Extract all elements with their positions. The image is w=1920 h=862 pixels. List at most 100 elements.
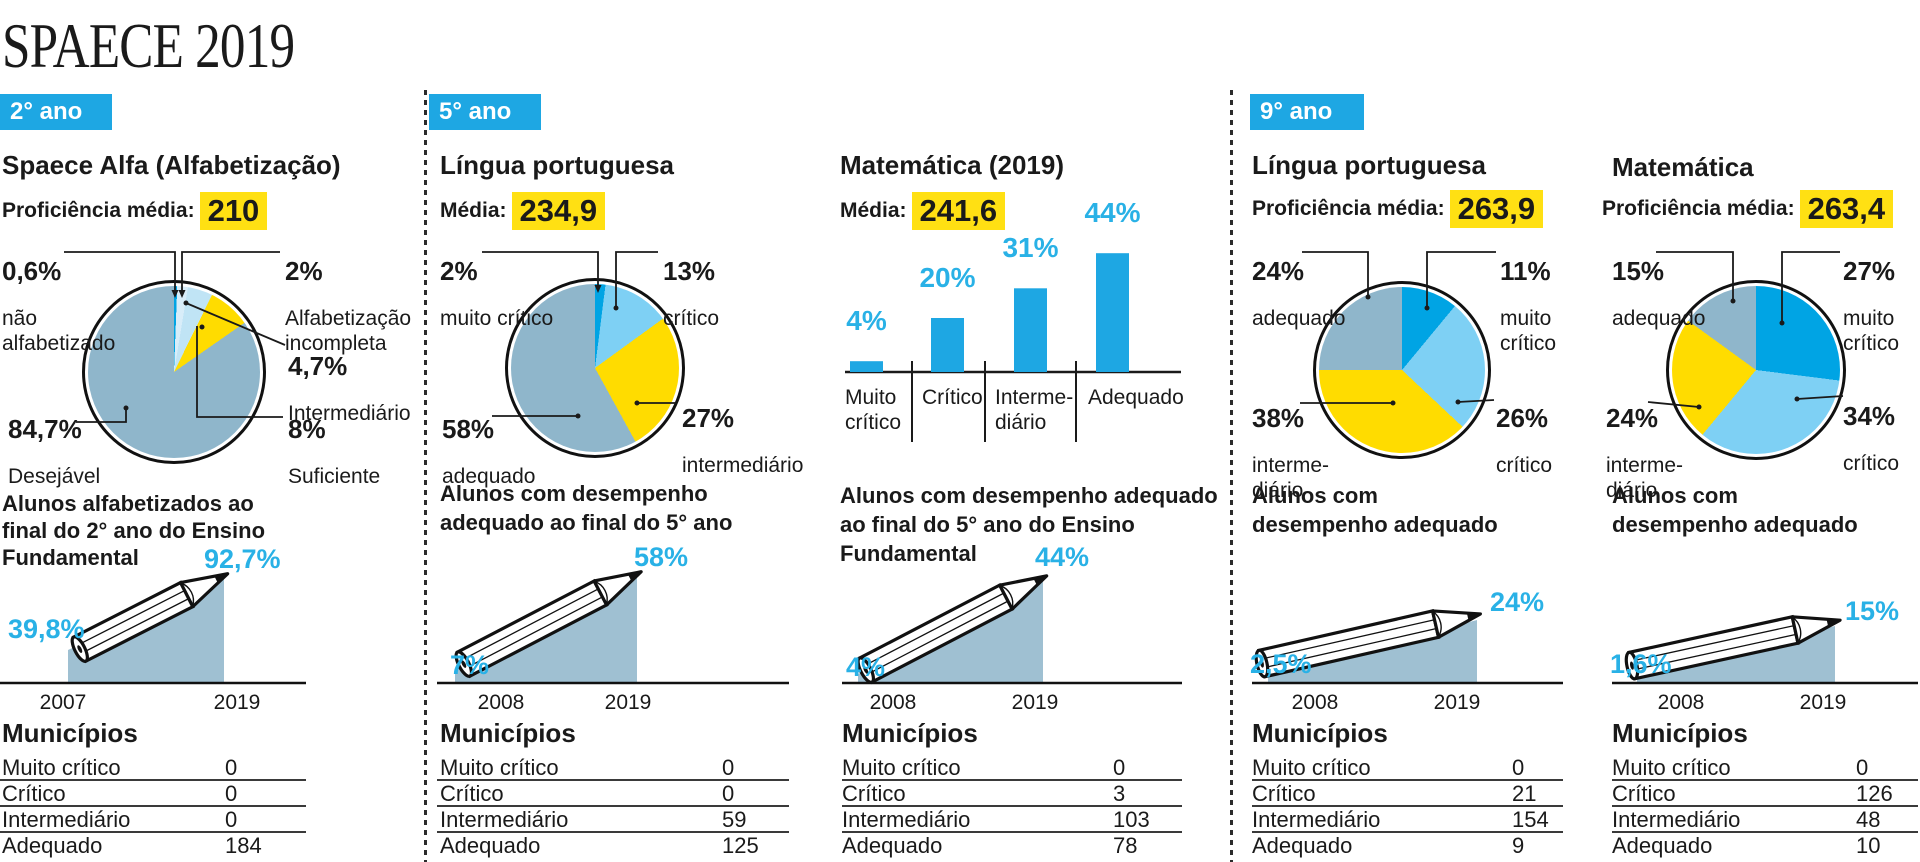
table-row-value: 0 [225,755,238,780]
pie-label: 26% crítico [1496,387,1552,496]
table-row-label: Muito crítico [440,755,559,780]
bar-value-label: 4% [846,305,887,337]
pie-slices [1319,287,1485,453]
axis-year: 2019 [604,691,652,714]
municipios-heading: Municípios [842,718,978,748]
column-subtitle: Matemática [1612,152,1754,182]
table-row-value: 0 [1113,755,1126,780]
slice-pct: 24% [1252,256,1305,286]
table-row-value: 125 [722,833,759,858]
pie-slices [511,284,679,452]
pie-label: 11% muito crítico [1500,240,1556,374]
table-row-label: Intermediário [2,807,131,832]
municipios-heading: Municípios [440,718,576,748]
table-row-value: 0 [225,807,238,832]
table-row-value: 154 [1512,807,1549,832]
trend-end-value: 15% [1845,596,1900,626]
column-subtitle: Spaece Alfa (Alfabetização) [2,150,341,180]
table-separator [1612,779,1918,781]
pie-label: 27% intermediário [682,387,803,496]
table-row-value: 48 [1856,807,1881,832]
mean-score: Proficiência média: 263,4 [1602,190,1894,228]
dashed-separator [1230,90,1233,862]
table-row-value: 59 [722,807,747,832]
table-row-label: Adequado [842,833,943,858]
bar-value-label: 44% [1084,197,1141,229]
table-separator [0,831,306,833]
slice-name: não alfabetizado [2,307,116,355]
mean-score: Média: 234,9 [440,192,606,230]
pie-chart-5ano-portugues [505,278,685,458]
municipios-heading: Municípios [2,718,138,748]
trend-start-value: 39,8% [8,614,85,644]
slice-name: Desejável [8,465,101,488]
trend-start-value: 4% [846,652,886,682]
table-row-label: Intermediário [1252,807,1381,832]
mean-label: Proficiência média: [2,199,195,222]
section-label-5ano: 5° ano [429,94,541,130]
bar-category: Interme- diário [995,386,1074,434]
table-separator [1252,831,1563,833]
axis-year: 2019 [213,691,261,714]
table-separator [1252,779,1563,781]
table-row-label: Muito crítico [842,755,961,780]
table-row-value: 21 [1512,781,1537,806]
bar-category: Crítico [922,386,983,409]
table-separator [1252,805,1563,807]
slice-name: crítico [663,307,720,330]
table-separator [842,779,1182,781]
slice-name: muito crítico [440,307,554,330]
pie-label: 38% interme- diário [1252,387,1329,521]
pie-label: 15% adequado [1612,240,1705,349]
slice-pct: 4,7% [288,351,348,381]
table-row-label: Muito crítico [1612,755,1731,780]
slice-name: interme- diário [1252,454,1330,502]
slice-name: adequado [442,465,536,488]
table-separator [842,805,1182,807]
slice-pct: 58% [442,414,495,444]
slice-pct: 2% [440,256,478,286]
trend-start-value: 1,6% [1610,649,1672,679]
trend-title: Alunos com desempenho adequado ao final … [840,483,1218,566]
trend-end-value: 24% [1490,587,1545,617]
mean-value-badge: 263,4 [1799,190,1894,228]
mean-score: Proficiência média: 263,9 [1252,190,1544,228]
bar-value-label: 20% [919,262,976,293]
trend-end-value: 58% [634,542,689,572]
table-row-label: Muito crítico [1252,755,1371,780]
table-separator [437,779,789,781]
trend-title: Alunos com desempenho adequado [1252,483,1498,537]
slice-pct: 8% [288,414,326,444]
table-row-value: 3 [1113,781,1126,806]
table-row-value: 10 [1856,833,1881,858]
table-row-label: Crítico [1252,781,1316,806]
axis-year: 2019 [1799,691,1847,714]
pie-label: 24% adequado [1252,240,1345,349]
pencil-icon [70,572,230,664]
table-row-value: 0 [1856,755,1869,780]
pie-label: 2% Alfabetização incompleta [285,240,411,374]
table-separator [842,831,1182,833]
axis-year: 2008 [1291,691,1339,714]
table-row-value: 9 [1512,833,1525,858]
slice-pct: 2% [285,256,323,286]
pie-label: 84,7% Desejável [8,398,100,507]
mean-value-badge: 210 [199,192,268,230]
column-subtitle: Língua portuguesa [440,150,674,180]
trend-end-value: 92,7% [204,544,281,574]
mean-label: Média: [840,199,907,222]
trend-title: Alunos com desempenho adequado ao final … [440,481,733,535]
table-row-value: 0 [225,781,238,806]
mean-label: Proficiência média: [1252,197,1445,220]
table-separator [437,805,789,807]
mean-label: Média: [440,199,507,222]
column-subtitle: Matemática (2019) [840,150,1064,180]
table-row-label: Crítico [2,781,66,806]
bar-category: Adequado [1088,386,1184,409]
trend-title: Alunos alfabetizados ao final do 2° ano … [2,491,266,570]
table-row-value: 0 [722,755,735,780]
table-row-value: 184 [225,833,262,858]
slice-pct: 38% [1252,403,1305,433]
slice-name: Alfabetização incompleta [285,307,412,355]
trend-start-value: 2,5% [1250,649,1312,679]
